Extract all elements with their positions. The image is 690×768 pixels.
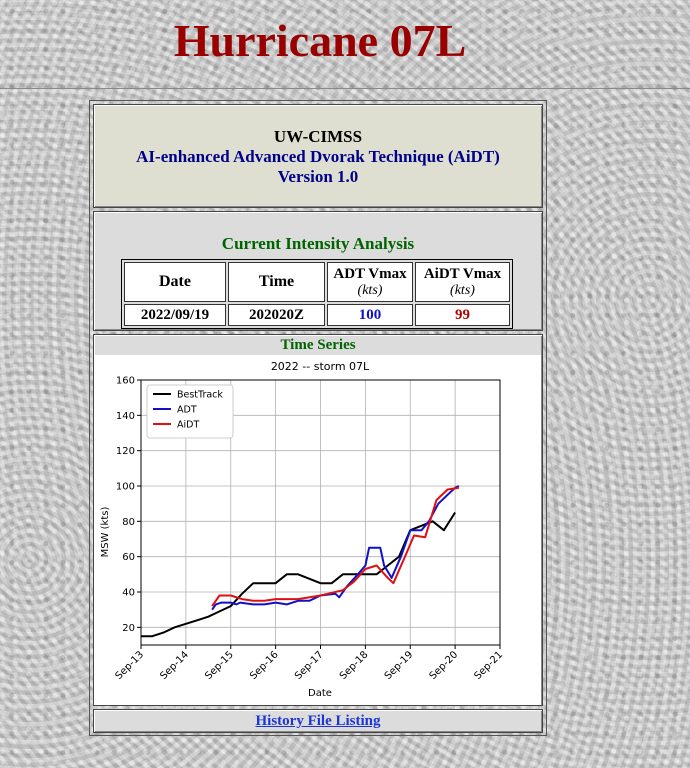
y-tick-label: 80: [122, 517, 135, 528]
col-adt: ADT Vmax (kts): [327, 262, 413, 302]
cell-time: 202020Z: [228, 304, 325, 326]
y-tick-label: 20: [122, 623, 135, 634]
cell-aidt: 99: [415, 304, 510, 326]
x-tick-label: Sep-13: [113, 649, 146, 682]
history-file-link[interactable]: History File Listing: [255, 713, 381, 729]
series-aidt-line: [211, 486, 460, 607]
legend-label-aidt: AiDT: [177, 420, 199, 431]
x-tick-label: Sep-20: [428, 649, 461, 682]
current-intensity-panel: Current Intensity Analysis Date Time ADT…: [93, 211, 543, 331]
x-tick-label: Sep-18: [338, 649, 371, 682]
legend-label-besttrack: BestTrack: [177, 390, 223, 401]
series-adt-line: [211, 485, 460, 611]
table-header-row: Date Time ADT Vmax (kts) AiDT Vmax (kts): [124, 262, 510, 302]
y-tick-label: 160: [116, 376, 135, 387]
x-axis-label: Date: [308, 688, 332, 699]
table-row: 2022/09/19 202020Z 100 99: [124, 304, 510, 326]
header-divider: [0, 88, 690, 89]
x-tick-label: Sep-15: [203, 649, 236, 682]
current-intensity-heading: Current Intensity Analysis: [221, 234, 415, 253]
org-name: UW-CIMSS: [273, 127, 363, 146]
version-label: Version 1.0: [277, 167, 359, 186]
chart-legend: BestTrack ADT AiDT: [146, 384, 234, 439]
chart-title: 2022 -- storm 07L: [271, 360, 370, 373]
y-tick-label: 100: [116, 482, 135, 493]
y-tick-label: 120: [116, 446, 135, 457]
col-aidt-label: AiDT Vmax: [423, 265, 502, 282]
time-series-heading: Time Series: [280, 337, 356, 353]
page-title: Hurricane 07L: [173, 15, 467, 66]
history-panel: History File Listing: [93, 709, 543, 733]
plot-area-frame: [140, 379, 501, 646]
col-time: Time: [228, 262, 325, 302]
x-tick-label: Sep-21: [472, 649, 505, 682]
intensity-chart: 2022 -- storm 07L Date MSW (kts) 20 40 60 8…: [100, 360, 505, 699]
intensity-table: Date Time ADT Vmax (kts) AiDT Vmax (kts) 2…: [121, 259, 513, 329]
x-tick-label: Sep-17: [293, 649, 326, 682]
y-tick-label: 40: [122, 588, 135, 599]
col-aidt: AiDT Vmax (kts): [415, 262, 510, 302]
col-date: Date: [124, 262, 226, 302]
y-tick-label: 60: [122, 552, 135, 563]
legend-label-adt: ADT: [177, 405, 197, 416]
product-name: AI-enhanced Advanced Dvorak Technique (A…: [136, 147, 500, 166]
content-frame: UW-CIMSS AI-enhanced Advanced Dvorak Tec…: [89, 100, 547, 736]
product-header: UW-CIMSS AI-enhanced Advanced Dvorak Tec…: [93, 104, 543, 208]
x-tick-label: Sep-14: [158, 649, 191, 682]
x-tick-label: Sep-19: [383, 649, 416, 682]
y-tick-label: 140: [116, 411, 135, 422]
chart-series: [141, 485, 460, 638]
time-series-panel: Time Series 2022 -- storm 07L Date MSW (…: [93, 334, 543, 706]
series-besttrack-line: [141, 511, 456, 638]
cell-adt: 100: [327, 304, 413, 326]
cell-date: 2022/09/19: [124, 304, 226, 326]
col-adt-label: ADT Vmax: [333, 265, 407, 282]
col-aidt-unit: (kts): [450, 282, 475, 298]
time-series-plot: 2022 -- storm 07L Date MSW (kts) 20 40 60 8…: [95, 355, 541, 705]
col-adt-unit: (kts): [357, 282, 383, 298]
y-axis-label: MSW (kts): [100, 507, 111, 558]
x-tick-label: Sep-16: [248, 649, 281, 682]
